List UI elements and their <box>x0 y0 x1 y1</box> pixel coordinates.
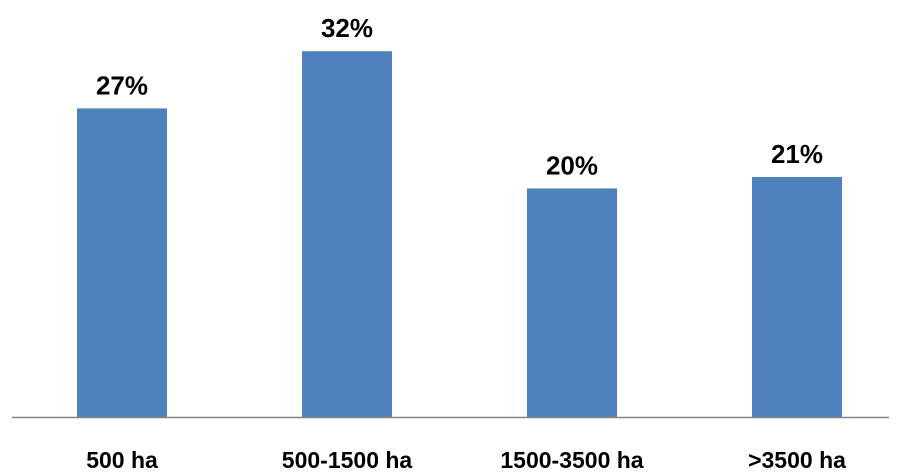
category-label-0: 500 ha <box>86 447 158 472</box>
category-label-1: 500-1500 ha <box>282 447 413 472</box>
bar-2 <box>527 188 617 417</box>
bars-group <box>77 51 842 418</box>
value-labels-group: 27% 32% 20% 21% <box>96 13 823 180</box>
bar-value-label-0: 27% <box>96 70 148 100</box>
category-label-3: >3500 ha <box>748 447 846 472</box>
bar-3 <box>752 176 842 417</box>
category-label-2: 1500-3500 ha <box>500 447 643 472</box>
bar-value-label-3: 21% <box>771 139 823 169</box>
category-labels-group: 500 ha 500-1500 ha 1500-3500 ha >3500 ha <box>86 447 846 472</box>
bar-value-label-2: 20% <box>546 150 598 180</box>
bar-0 <box>77 108 167 417</box>
bar-value-label-1: 32% <box>321 13 373 43</box>
bar-1 <box>302 51 392 418</box>
